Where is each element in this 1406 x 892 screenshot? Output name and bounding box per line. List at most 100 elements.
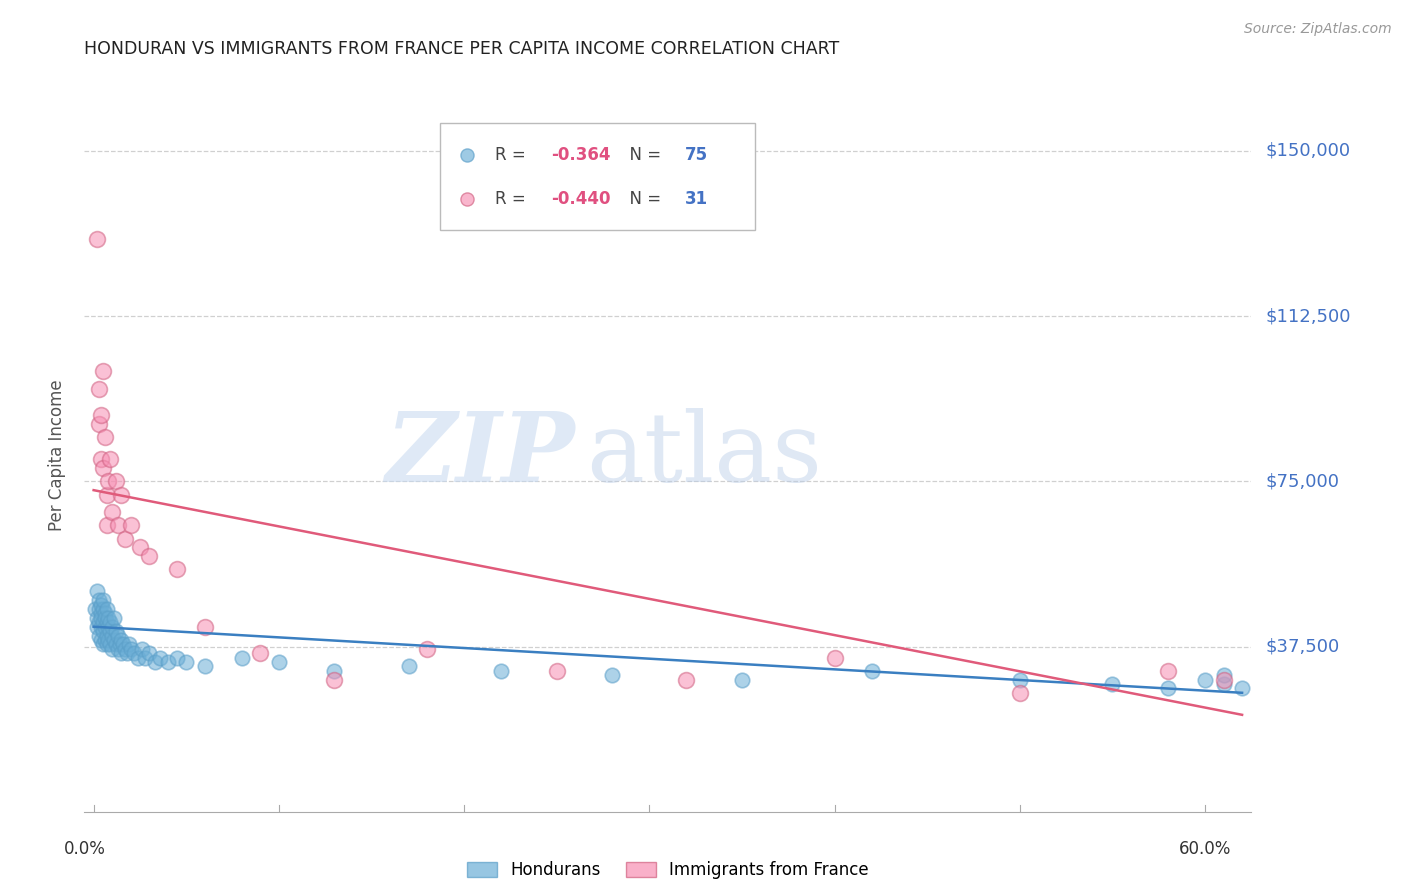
- Point: [824, 650, 846, 665]
- Point: [114, 641, 136, 656]
- Point: [110, 646, 132, 660]
- Text: ZIP: ZIP: [385, 408, 575, 502]
- Point: [124, 646, 146, 660]
- Point: [101, 620, 124, 634]
- Point: [91, 624, 114, 639]
- Point: [90, 632, 112, 647]
- Point: [489, 664, 512, 678]
- Point: [174, 655, 197, 669]
- Point: [96, 487, 118, 501]
- Point: [416, 641, 439, 656]
- Point: [860, 664, 883, 678]
- Point: [89, 417, 111, 431]
- Point: [690, 805, 713, 819]
- Point: [91, 593, 114, 607]
- Point: [1194, 673, 1216, 687]
- Text: -0.364: -0.364: [551, 145, 610, 163]
- Point: [89, 382, 111, 396]
- Point: [93, 430, 115, 444]
- Point: [101, 641, 124, 656]
- Point: [129, 541, 152, 555]
- Point: [91, 637, 114, 651]
- Point: [89, 628, 111, 642]
- Point: [107, 641, 129, 656]
- Point: [104, 475, 127, 489]
- Text: HONDURAN VS IMMIGRANTS FROM FRANCE PER CAPITA INCOME CORRELATION CHART: HONDURAN VS IMMIGRANTS FROM FRANCE PER C…: [84, 40, 839, 58]
- Point: [127, 650, 149, 665]
- Point: [86, 611, 108, 625]
- Point: [86, 620, 108, 634]
- Point: [90, 409, 112, 423]
- Point: [1212, 677, 1234, 691]
- Text: R =: R =: [495, 190, 531, 208]
- Point: [112, 637, 135, 651]
- Point: [249, 646, 271, 660]
- Point: [86, 232, 108, 246]
- Point: [1008, 686, 1031, 700]
- Point: [101, 628, 124, 642]
- Point: [90, 598, 112, 612]
- Point: [98, 452, 121, 467]
- Point: [96, 602, 118, 616]
- Point: [90, 607, 112, 621]
- Point: [323, 664, 346, 678]
- Legend: Hondurans, Immigrants from France: Hondurans, Immigrants from France: [460, 855, 876, 886]
- Point: [96, 637, 118, 651]
- Text: -0.440: -0.440: [551, 190, 610, 208]
- Point: [1230, 681, 1253, 696]
- Point: [323, 673, 346, 687]
- Point: [89, 593, 111, 607]
- Point: [107, 518, 129, 533]
- Point: [138, 549, 160, 564]
- Point: [138, 646, 160, 660]
- Text: atlas: atlas: [586, 408, 823, 502]
- Point: [90, 620, 112, 634]
- Text: N =: N =: [619, 145, 666, 163]
- Point: [194, 620, 217, 634]
- Point: [118, 637, 141, 651]
- Y-axis label: Per Capita Income: Per Capita Income: [48, 379, 66, 531]
- Point: [675, 673, 697, 687]
- Point: [600, 668, 623, 682]
- Point: [1101, 677, 1123, 691]
- Point: [89, 615, 111, 630]
- Point: [91, 602, 114, 616]
- Point: [1212, 673, 1234, 687]
- Point: [110, 632, 132, 647]
- Point: [97, 632, 120, 647]
- Point: [90, 452, 112, 467]
- Point: [194, 659, 217, 673]
- Point: [93, 620, 115, 634]
- Point: [96, 518, 118, 533]
- Point: [97, 611, 120, 625]
- Point: [104, 624, 127, 639]
- Point: [120, 518, 142, 533]
- Point: [90, 611, 112, 625]
- Point: [98, 615, 121, 630]
- Point: [91, 461, 114, 475]
- Point: [96, 628, 118, 642]
- Text: 0.0%: 0.0%: [63, 840, 105, 858]
- Point: [97, 475, 120, 489]
- Point: [98, 624, 121, 639]
- Text: 75: 75: [685, 145, 709, 163]
- Point: [731, 673, 754, 687]
- Point: [104, 637, 127, 651]
- Point: [114, 532, 136, 546]
- Point: [115, 646, 138, 660]
- Point: [103, 632, 125, 647]
- Point: [131, 641, 153, 656]
- Text: 60.0%: 60.0%: [1178, 840, 1232, 858]
- Text: R =: R =: [495, 145, 531, 163]
- Point: [120, 641, 142, 656]
- FancyBboxPatch shape: [440, 123, 755, 230]
- Point: [96, 615, 118, 630]
- Text: $150,000: $150,000: [1265, 142, 1350, 160]
- Point: [149, 650, 172, 665]
- Point: [166, 650, 188, 665]
- Point: [93, 611, 115, 625]
- Point: [1212, 668, 1234, 682]
- Point: [110, 487, 132, 501]
- Point: [84, 602, 107, 616]
- Point: [107, 628, 129, 642]
